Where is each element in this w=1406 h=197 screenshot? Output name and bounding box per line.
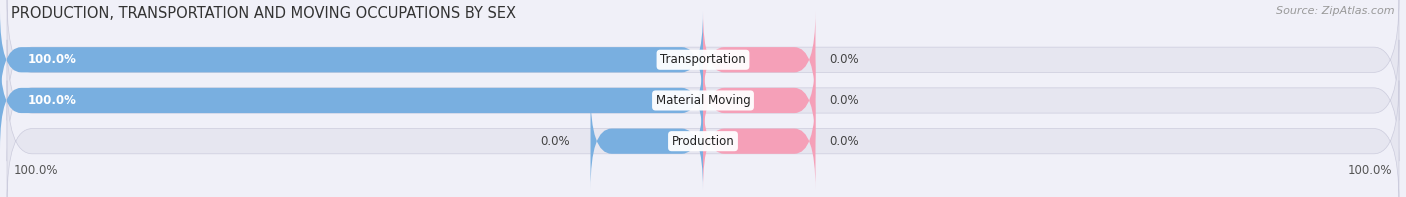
Text: Transportation: Transportation <box>661 53 745 66</box>
FancyBboxPatch shape <box>703 52 815 149</box>
FancyBboxPatch shape <box>0 52 703 149</box>
Text: 100.0%: 100.0% <box>1347 164 1392 177</box>
Text: 0.0%: 0.0% <box>830 53 859 66</box>
FancyBboxPatch shape <box>7 40 1399 161</box>
FancyBboxPatch shape <box>7 81 1399 197</box>
Text: 100.0%: 100.0% <box>28 53 77 66</box>
Text: Source: ZipAtlas.com: Source: ZipAtlas.com <box>1277 6 1395 16</box>
Text: 0.0%: 0.0% <box>830 135 859 148</box>
Text: Material Moving: Material Moving <box>655 94 751 107</box>
Text: PRODUCTION, TRANSPORTATION AND MOVING OCCUPATIONS BY SEX: PRODUCTION, TRANSPORTATION AND MOVING OC… <box>11 6 516 21</box>
Text: 0.0%: 0.0% <box>540 135 569 148</box>
FancyBboxPatch shape <box>703 11 815 108</box>
Text: Production: Production <box>672 135 734 148</box>
FancyBboxPatch shape <box>591 93 703 190</box>
Text: 0.0%: 0.0% <box>830 94 859 107</box>
FancyBboxPatch shape <box>0 11 703 108</box>
Text: 100.0%: 100.0% <box>14 164 59 177</box>
FancyBboxPatch shape <box>7 0 1399 120</box>
Text: 100.0%: 100.0% <box>28 94 77 107</box>
FancyBboxPatch shape <box>703 93 815 190</box>
